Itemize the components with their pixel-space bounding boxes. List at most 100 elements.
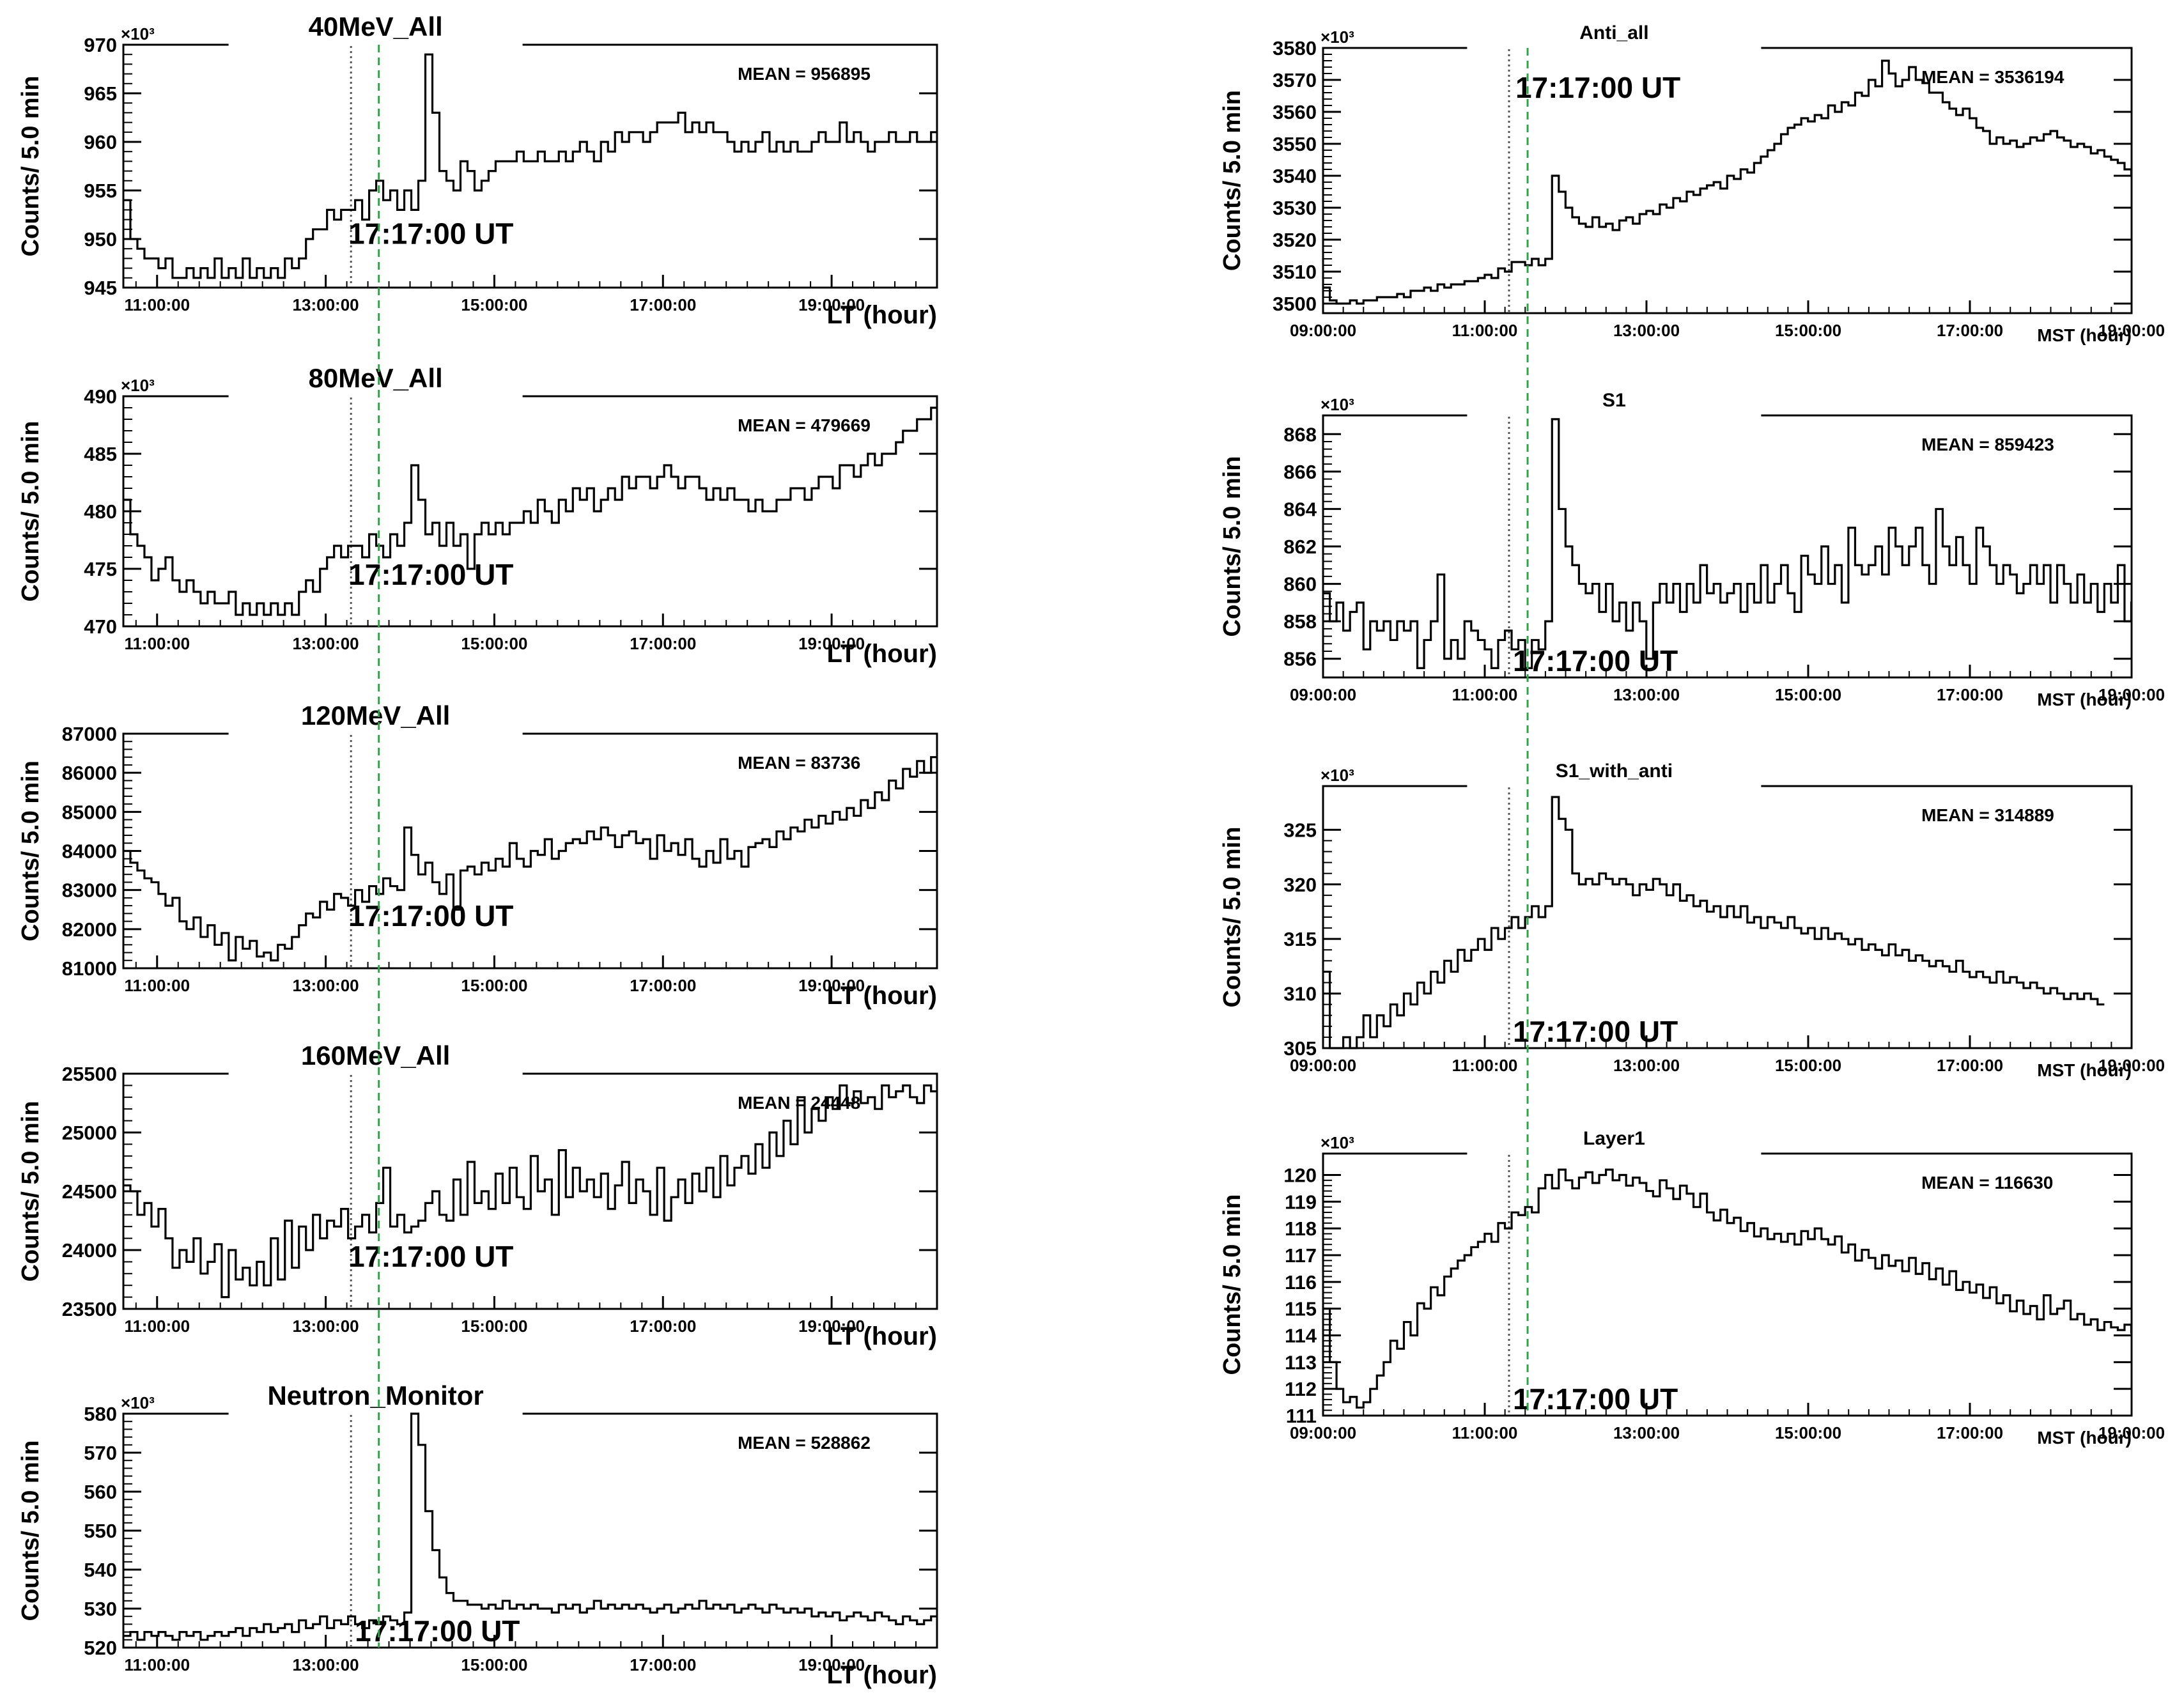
y-tick-label: 3510 (1273, 261, 1317, 283)
histogram-series (123, 1084, 937, 1299)
histogram-series (123, 53, 937, 279)
x-tick-label: 17:00:00 (630, 1317, 696, 1336)
mean-label: MEAN = 83736 (738, 753, 860, 773)
y-multiplier: ×10³ (121, 376, 155, 395)
event-time-label: 17:17:00 UT (355, 1614, 520, 1648)
x-tick-label: 19:00:00 (798, 634, 865, 653)
x-tick-label: 13:00:00 (293, 1317, 359, 1336)
x-tick-label: 13:00:00 (293, 1655, 359, 1674)
event-time-label: 17:17:00 UT (348, 899, 513, 932)
x-tick-label: 13:00:00 (1613, 1056, 1680, 1075)
chart-title: S1_with_anti (1556, 761, 1673, 782)
x-tick-label: 11:00:00 (1452, 321, 1518, 340)
y-tick-label: 570 (84, 1442, 117, 1464)
y-tick-label: 470 (84, 615, 117, 638)
y-tick-label: 862 (1283, 536, 1317, 558)
mean-label: MEAN = 528862 (738, 1433, 871, 1453)
chart-title: Anti_all (1579, 22, 1648, 43)
x-tick-label: 11:00:00 (1452, 1056, 1518, 1075)
x-tick-label: 11:00:00 (1452, 685, 1518, 704)
y-axis-label: Counts/ 5.0 min (1219, 1194, 1246, 1375)
y-tick-label: 3540 (1273, 165, 1317, 187)
y-tick-label: 550 (84, 1520, 117, 1542)
x-tick-label: 15:00:00 (461, 976, 527, 995)
y-tick-label: 560 (84, 1481, 117, 1503)
y-tick-label: 3580 (1273, 37, 1317, 59)
event-time-label: 17:17:00 UT (1515, 71, 1680, 104)
y-tick-label: 315 (1283, 928, 1317, 950)
x-tick-label: 15:00:00 (1775, 1056, 1841, 1075)
title-box (228, 41, 523, 49)
y-tick-label: 866 (1283, 461, 1317, 483)
y-tick-label: 475 (84, 558, 117, 580)
panel-anti-all: 3500 3510 3520 3530 3540 3550 3560 3570 3580 09:0… (1219, 22, 2165, 345)
y-tick-label: 856 (1283, 648, 1317, 670)
histogram-series (1323, 796, 2105, 1049)
histogram-series (1323, 418, 2133, 669)
y-tick-label: 3550 (1273, 133, 1317, 155)
y-tick-label: 580 (84, 1403, 117, 1425)
y-tick-label: 114 (1285, 1324, 1317, 1347)
x-axis-label: MST (hour) (2037, 690, 2132, 709)
x-tick-label: 13:00:00 (1613, 321, 1680, 340)
y-multiplier: ×10³ (1320, 1133, 1354, 1152)
y-tick-label: 119 (1285, 1191, 1317, 1213)
x-tick-label: 19:00:00 (2098, 1056, 2165, 1075)
event-time-label: 17:17:00 UT (348, 217, 513, 251)
x-tick-label: 15:00:00 (461, 1317, 527, 1336)
chart-title: 160MeV_All (301, 1040, 450, 1070)
y-axis-label: Counts/ 5.0 min (17, 761, 44, 941)
y-multiplier: ×10³ (1320, 395, 1354, 414)
y-tick-label: 858 (1283, 610, 1317, 633)
x-tick-label: 17:00:00 (1937, 685, 2003, 704)
x-tick-label: 17:00:00 (630, 1655, 696, 1674)
panel-160mev-all: 23500 24000 24500 25000 25500 11:00:00 13:00:0… (17, 1040, 938, 1350)
y-tick-label: 115 (1285, 1298, 1317, 1320)
histogram-series (1323, 59, 2133, 305)
y-axis-label: Counts/ 5.0 min (1219, 456, 1246, 637)
chart-title: 120MeV_All (301, 700, 450, 730)
title-box (1467, 1150, 1762, 1157)
x-tick-label: 17:00:00 (1937, 1056, 2003, 1075)
y-multiplier: ×10³ (1320, 766, 1354, 785)
event-time-label: 17:17:00 UT (1513, 1015, 1678, 1048)
y-tick-label: 111 (1286, 1405, 1317, 1427)
x-axis-label: LT (hour) (826, 1661, 937, 1689)
y-axis-label: Counts/ 5.0 min (17, 1441, 44, 1621)
y-tick-label: 3530 (1273, 197, 1317, 219)
mean-label: MEAN = 956895 (738, 64, 871, 84)
y-tick-label: 3520 (1273, 229, 1317, 251)
plot-frame (1322, 414, 2133, 679)
y-tick-label: 540 (84, 1559, 117, 1581)
x-tick-label: 19:00:00 (798, 976, 865, 995)
x-tick-label: 15:00:00 (1775, 685, 1841, 704)
y-tick-label: 112 (1285, 1378, 1317, 1400)
y-tick-label: 83000 (62, 879, 117, 902)
x-axis-label: MST (hour) (2037, 325, 2132, 345)
y-tick-label: 84000 (62, 840, 117, 863)
y-tick-label: 490 (84, 385, 117, 408)
y-axis-label: Counts/ 5.0 min (17, 1101, 44, 1282)
x-tick-label: 13:00:00 (293, 295, 359, 314)
y-tick-label: 25000 (62, 1122, 117, 1144)
x-tick-label: 19:00:00 (798, 1655, 865, 1674)
x-tick-label: 17:00:00 (630, 976, 696, 995)
histogram-series (123, 756, 937, 962)
y-tick-label: 864 (1283, 498, 1317, 520)
y-axis-label: Counts/ 5.0 min (17, 421, 44, 602)
y-tick-label: 480 (84, 500, 117, 523)
x-tick-label: 11:00:00 (124, 1317, 190, 1336)
x-tick-label: 09:00:00 (1290, 321, 1356, 340)
title-box (1467, 782, 1762, 790)
x-tick-label: 11:00:00 (124, 634, 190, 653)
y-axis-label: Counts/ 5.0 min (1219, 827, 1246, 1008)
title-box (228, 1410, 523, 1418)
panel-s1-with-anti: 305 310 315 320 325 09:00:00 11:00:00 13:00:00 1… (1219, 761, 2165, 1080)
mean-label: MEAN = 859423 (1921, 435, 2054, 454)
x-axis-label: LT (hour) (826, 640, 937, 668)
x-tick-label: 15:00:00 (461, 634, 527, 653)
y-multiplier: ×10³ (1320, 27, 1354, 47)
y-tick-label: 485 (84, 443, 117, 465)
mean-label: MEAN = 3536194 (1921, 67, 2064, 87)
y-tick-label: 85000 (62, 801, 117, 823)
